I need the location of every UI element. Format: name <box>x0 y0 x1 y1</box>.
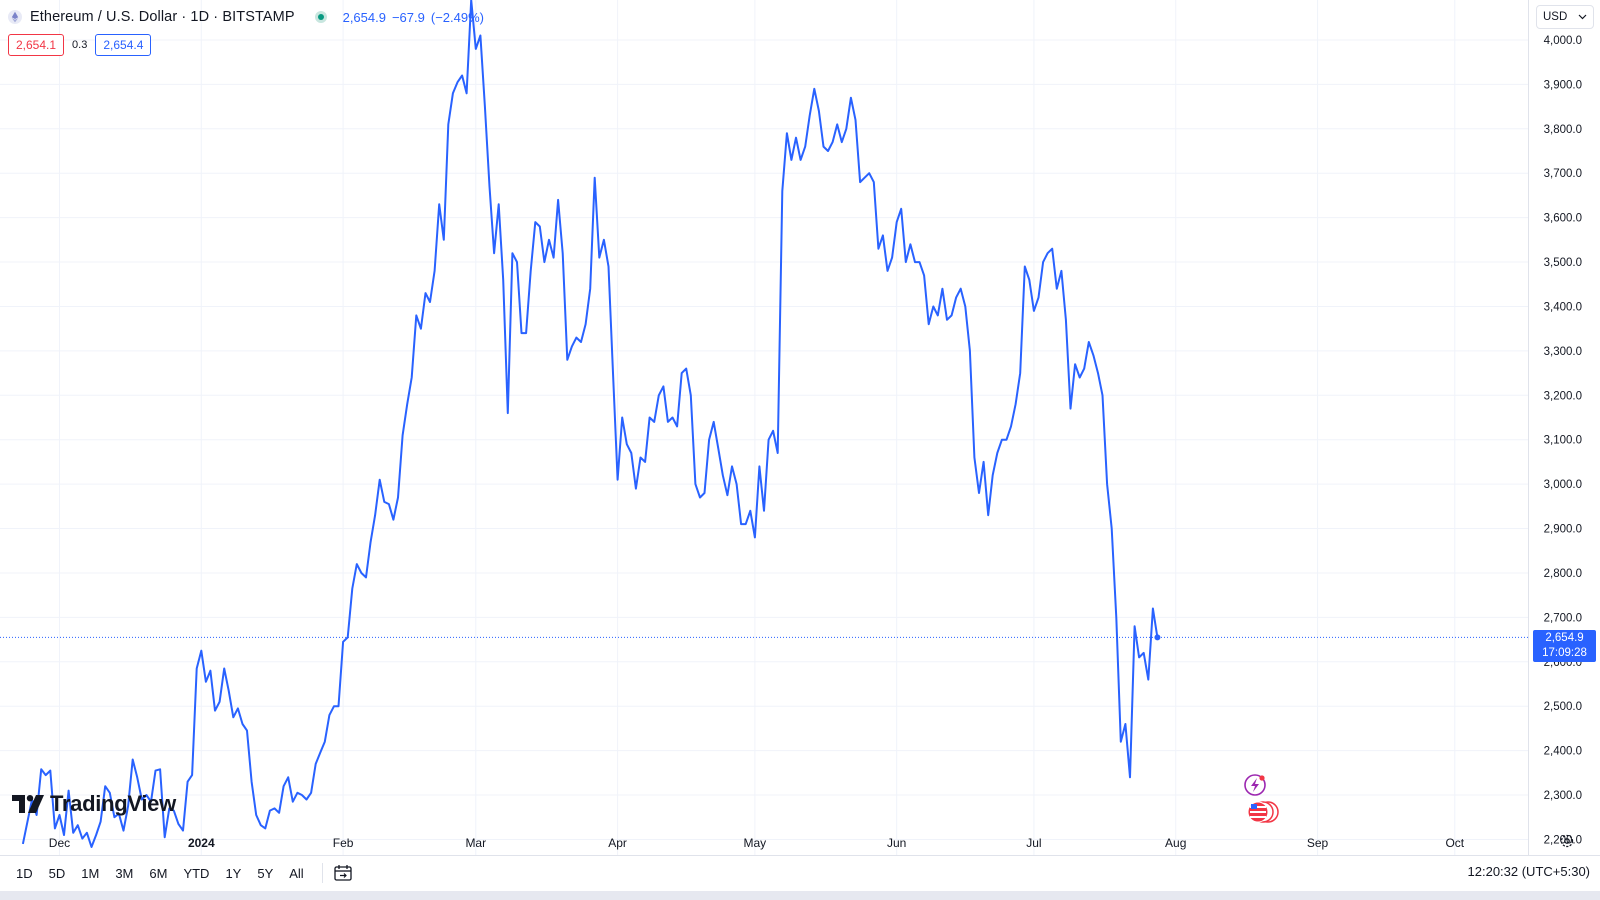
quote-readout: 2,654.9 −67.9 (−2.49%) <box>343 10 484 25</box>
y-tick-label: 2,700.0 <box>1544 612 1582 624</box>
y-tick-label: 3,200.0 <box>1544 390 1582 402</box>
settings-gear-icon[interactable] <box>1559 833 1575 849</box>
y-tick-label: 4,000.0 <box>1544 35 1582 47</box>
chevron-down-icon <box>1578 14 1587 20</box>
symbol-header: Ethereum / U.S. Dollar · 1D · BITSTAMP 2… <box>8 6 484 28</box>
y-tick-label: 2,400.0 <box>1544 746 1582 758</box>
y-tick-label: 3,800.0 <box>1544 124 1582 136</box>
footer-strip <box>0 891 1600 900</box>
y-tick-label: 3,900.0 <box>1544 79 1582 91</box>
symbol-title[interactable]: Ethereum / U.S. Dollar · 1D · BITSTAMP <box>30 9 295 25</box>
currency-select[interactable]: USD <box>1536 5 1594 29</box>
currency-value: USD <box>1543 11 1568 23</box>
x-tick-label: Dec <box>49 836 70 850</box>
toolbar-divider <box>321 863 323 883</box>
range-6m-button[interactable]: 6M <box>149 865 168 881</box>
tradingview-logo-text: TradingView <box>50 791 176 816</box>
flash-event-icon[interactable] <box>1244 774 1266 796</box>
y-tick-label: 2,300.0 <box>1544 790 1582 802</box>
range-1m-button[interactable]: 1M <box>81 865 100 881</box>
bid-ask-panel: 2,654.1 0.3 2,654.4 <box>8 34 152 56</box>
x-tick-label: Jun <box>887 836 906 850</box>
tradingview-logo[interactable]: TradingView <box>12 791 176 817</box>
bid-price[interactable]: 2,654.1 <box>8 34 65 56</box>
x-tick-label: Mar <box>465 836 486 850</box>
y-tick-label: 2,500.0 <box>1544 701 1582 713</box>
y-tick-label: 3,000.0 <box>1544 479 1582 491</box>
ask-price[interactable]: 2,654.4 <box>95 34 152 56</box>
bottom-toolbar: 1D 5D 1M 3M 6M YTD 1Y 5Y All 12:20:32 (U… <box>0 855 1600 891</box>
price-change: −67.9 <box>391 9 425 25</box>
y-tick-label: 3,700.0 <box>1544 168 1582 180</box>
y-tick-label: 3,100.0 <box>1544 435 1582 447</box>
bar-countdown: 17:09:28 <box>1542 647 1587 660</box>
last-price-tag-value: 2,654.9 <box>1545 632 1584 645</box>
price-axis[interactable]: 2,200.02,300.02,400.02,500.02,600.02,700… <box>1528 0 1583 855</box>
x-tick-label: Feb <box>333 836 354 850</box>
range-1y-button[interactable]: 1Y <box>225 865 242 881</box>
y-tick-label: 3,400.0 <box>1544 301 1582 313</box>
range-3m-button[interactable]: 3M <box>115 865 134 881</box>
calendar-range-icon[interactable] <box>333 863 353 883</box>
x-tick-label: 2024 <box>188 836 215 850</box>
x-tick-label: Sep <box>1307 836 1329 850</box>
last-price: 2,654.9 <box>342 9 386 25</box>
price-change-percent: (−2.49%) <box>430 9 484 25</box>
range-all-button[interactable]: All <box>289 865 304 881</box>
y-tick-label: 2,800.0 <box>1544 568 1582 580</box>
tradingview-logo-icon <box>12 795 44 813</box>
range-5y-button[interactable]: 5Y <box>257 865 274 881</box>
y-tick-label: 3,500.0 <box>1544 257 1582 269</box>
range-5d-button[interactable]: 5D <box>48 865 66 881</box>
price-series <box>0 0 1528 848</box>
us-flag-events-icon[interactable] <box>1247 801 1279 823</box>
y-tick-label: 2,900.0 <box>1544 524 1582 536</box>
grid <box>0 0 1528 855</box>
last-point-marker <box>1154 634 1161 641</box>
x-tick-label: Aug <box>1165 836 1186 850</box>
x-tick-label: Jul <box>1026 836 1041 850</box>
time-axis[interactable]: Dec 2024 Feb Mar Apr May Jun Jul Aug Sep Oct <box>0 836 1600 856</box>
y-tick-label: 3,300.0 <box>1544 346 1582 358</box>
range-ytd-button[interactable]: YTD <box>183 865 210 881</box>
spread-value: 0.3 <box>72 39 88 51</box>
range-1d-button[interactable]: 1D <box>16 865 33 881</box>
ethereum-icon <box>8 10 22 24</box>
timezone-clock[interactable]: 12:20:32 (UTC+5:30) <box>1467 864 1590 879</box>
x-tick-label: Oct <box>1445 836 1464 850</box>
last-price-label: 2,654.9 17:09:28 <box>1533 630 1596 663</box>
market-open-icon <box>314 11 327 23</box>
y-tick-label: 3,600.0 <box>1544 213 1582 225</box>
y-tick-label: 2,200.0 <box>1544 834 1582 846</box>
price-line <box>21 0 1159 848</box>
x-tick-label: May <box>744 836 767 850</box>
x-tick-label: Apr <box>608 836 627 850</box>
